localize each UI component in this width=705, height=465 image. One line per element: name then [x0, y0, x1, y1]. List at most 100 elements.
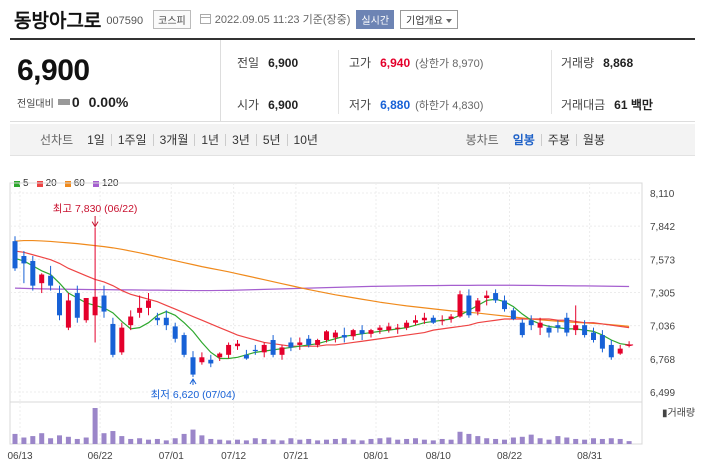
candle-body — [608, 344, 614, 358]
trade-amount: 거래대금 61 백만 — [561, 98, 653, 112]
volume-bar — [261, 438, 267, 444]
y-tick-label: 7,573 — [650, 255, 675, 266]
candle-body — [110, 323, 116, 355]
volume-bar — [404, 438, 410, 444]
volume-bar — [235, 439, 240, 444]
candle-body — [413, 320, 418, 323]
candle-body — [163, 317, 169, 326]
volume-bar — [288, 438, 294, 444]
ma5-line — [14, 257, 630, 360]
x-tick-label: 08/31 — [577, 451, 602, 462]
volume-bar — [83, 437, 89, 444]
volume-bar — [172, 438, 178, 444]
volume-bar — [573, 438, 579, 444]
quote-panel: 6,900 전일대비 0 0.00% 전일 6,900 고가 6,940 (상한가 8… — [10, 38, 695, 122]
company-info-label: 기업개요 — [406, 15, 443, 27]
candle-body — [350, 330, 356, 337]
volume-bar — [368, 438, 374, 444]
candle-body — [199, 357, 205, 363]
candle-body — [493, 293, 499, 301]
volume-bar — [519, 436, 525, 444]
period-1d[interactable]: 1일 — [87, 132, 105, 147]
high-annotation: 최고 7,830 (06/22) — [53, 203, 138, 215]
candle-body — [92, 296, 98, 316]
volume-bar — [243, 440, 249, 444]
volume-bar — [154, 438, 160, 444]
volume-bar — [226, 440, 232, 444]
candle-body — [270, 339, 276, 355]
period-3y[interactable]: 3년 — [225, 133, 256, 146]
current-price-box: 6,900 전일대비 0 0.00% — [10, 40, 221, 121]
candle-monthly[interactable]: 월봉 — [575, 133, 611, 146]
volume-bar — [65, 436, 71, 444]
chart-period-bar: 선차트 1일 1주일 3개월 1년 3년 5년 10년 봉차트 일봉 주봉 월봉 — [10, 124, 695, 156]
line-chart-label: 선차트 — [40, 133, 74, 147]
volume-bar — [315, 440, 321, 444]
period-3m[interactable]: 3개월 — [152, 133, 195, 146]
y-tick-label: 7,842 — [650, 222, 675, 233]
candle-weekly[interactable]: 주봉 — [540, 133, 576, 146]
candle-body — [243, 354, 249, 359]
candle-body — [573, 325, 579, 331]
volume-bar — [297, 439, 303, 444]
volume-bar — [350, 439, 356, 444]
x-tick-label: 07/21 — [283, 451, 308, 462]
volume-bar — [377, 438, 383, 444]
current-price: 6,900 — [17, 54, 90, 87]
realtime-button[interactable]: 실시간 — [356, 9, 395, 29]
volume-bar — [128, 438, 134, 444]
candle-body — [65, 300, 71, 328]
volume-bar — [92, 408, 98, 444]
candle-body — [190, 357, 196, 375]
period-1w[interactable]: 1주일 — [110, 133, 153, 146]
volume-bar — [475, 436, 481, 444]
x-tick-label: 06/13 — [7, 451, 32, 462]
candle-body — [181, 335, 187, 355]
volume-bar — [163, 440, 169, 444]
volume-bar — [395, 439, 401, 444]
period-5y[interactable]: 5년 — [255, 133, 287, 146]
price-change: 전일대비 0 0.00% — [17, 94, 220, 110]
volume-bar — [510, 437, 516, 444]
candle-body — [617, 348, 623, 354]
period-1y[interactable]: 1년 — [194, 133, 225, 146]
volume-bar — [30, 436, 36, 444]
candle-body — [119, 327, 125, 353]
candle-body — [252, 349, 258, 352]
candle-body — [528, 320, 534, 326]
quote-grid: 전일 6,900 고가 6,940 (상한가 8,970) 거래량 8,868 시가 6,… — [221, 40, 695, 121]
candle-body — [448, 316, 454, 319]
ma20-line — [14, 250, 630, 347]
low-arrow-head — [189, 378, 197, 385]
candle-body — [510, 310, 516, 319]
volume-bar — [626, 441, 632, 444]
candle-body — [502, 300, 507, 310]
candle-body — [439, 320, 445, 322]
volume-bar — [582, 439, 588, 444]
candle-body — [137, 307, 143, 313]
volume-bar — [306, 438, 312, 444]
unchanged-icon — [57, 99, 70, 105]
y-tick-label: 6,768 — [650, 355, 675, 366]
volume-bar — [617, 438, 623, 444]
volume-bar — [448, 439, 454, 444]
company-info-dropdown[interactable]: 기업개요 — [400, 9, 458, 29]
volume-bar — [359, 440, 365, 444]
volume-bar — [279, 440, 285, 444]
candle-body — [39, 274, 45, 284]
volume-bar — [466, 433, 472, 444]
candle-body — [466, 295, 472, 316]
candle-daily[interactable]: 일봉 — [512, 132, 535, 147]
change-label: 전일대비 — [17, 98, 54, 110]
volume-bar — [137, 438, 143, 444]
candle-body — [395, 327, 401, 329]
ma120-line — [14, 284, 630, 292]
volume-bar — [591, 438, 596, 444]
volume-bar — [484, 438, 490, 444]
volume-bar — [252, 438, 258, 444]
period-10y[interactable]: 10년 — [286, 133, 324, 146]
candle-body — [83, 297, 89, 321]
candle-body — [297, 342, 303, 345]
market-badge: 코스피 — [153, 9, 191, 29]
